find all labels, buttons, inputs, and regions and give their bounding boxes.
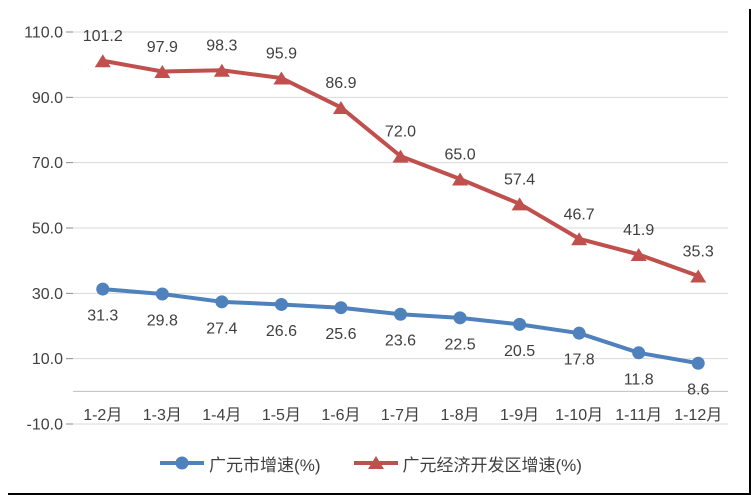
x-axis-label: 1-8月	[440, 407, 479, 424]
series-1-triangle-marker	[630, 247, 647, 261]
series-1-triangle-marker	[452, 172, 469, 186]
circle-marker-icon	[160, 456, 205, 470]
series-0-circle-marker	[96, 282, 110, 296]
series-1-data-label: 46.7	[564, 206, 595, 223]
series-1-triangle-marker	[332, 100, 349, 114]
drop-shadow-bottom	[8, 493, 751, 495]
series-1-triangle-marker	[213, 63, 230, 77]
series-0-data-label: 25.6	[325, 326, 356, 343]
series-0-circle-marker	[453, 311, 467, 325]
y-axis-label: 10.0	[32, 351, 63, 368]
series-0-circle-marker	[155, 287, 169, 301]
series-0-data-label: 11.8	[624, 371, 654, 388]
y-axis-label: 90.0	[32, 90, 63, 107]
x-axis-label: 1-6月	[321, 407, 360, 424]
series-1-triangle-marker	[571, 232, 588, 246]
series-0-circle-marker	[513, 317, 527, 331]
x-axis-label: 1-11月	[615, 407, 662, 424]
series-1-triangle-marker	[690, 269, 707, 283]
legend-label: 广元市增速(%)	[209, 455, 321, 475]
series-1-triangle-marker	[511, 197, 528, 211]
chart-legend: 广元市增速(%) 广元经济开发区增速(%)	[0, 451, 741, 475]
x-axis-label: 1-2月	[83, 407, 122, 424]
x-axis-label: 1-10月	[555, 407, 603, 424]
series-0-data-label: 8.6	[687, 382, 709, 399]
series-1-data-label: 97.9	[147, 39, 178, 56]
series-1-triangle-marker	[154, 65, 171, 79]
series-0-data-label: 27.4	[206, 320, 237, 337]
series-0-circle-marker	[334, 301, 348, 315]
triangle-marker-icon	[353, 456, 398, 469]
series-1-data-label: 86.9	[325, 75, 356, 92]
series-0-circle-marker	[632, 346, 646, 360]
series-0-data-label: 20.5	[504, 343, 535, 360]
series-1-data-label: 35.3	[683, 244, 714, 261]
drop-shadow-right	[749, 9, 751, 495]
series-0-circle-marker	[691, 356, 705, 370]
series-1-data-label: 72.0	[385, 124, 416, 141]
series-1-data-label: 101.2	[83, 28, 123, 45]
series-0-data-label: 29.8	[147, 312, 178, 329]
x-axis-label: 1-4月	[202, 407, 241, 424]
series-0-data-label: 26.6	[266, 323, 297, 340]
series-1-line	[100, 58, 701, 279]
series-1-data-label: 65.0	[444, 147, 475, 164]
y-axis-label: 70.0	[32, 155, 63, 172]
series-1-data-label: 95.9	[266, 46, 297, 63]
series-0-data-label: 17.8	[564, 352, 595, 369]
series-1-triangle-marker	[392, 149, 409, 163]
series-0-data-label: 31.3	[87, 308, 118, 325]
y-axis-label: -10.0	[27, 417, 64, 434]
x-axis-label: 1-12月	[674, 407, 722, 424]
legend-item-0: 广元市增速(%)	[159, 451, 321, 476]
series-0-circle-marker	[394, 307, 407, 321]
x-axis-label: 1-5月	[262, 407, 301, 424]
series-1-triangle-marker	[273, 71, 290, 85]
y-axis-label: 110.0	[24, 25, 63, 42]
y-axis-label: 30.0	[32, 286, 63, 303]
series-0-circle-marker	[215, 295, 229, 309]
x-axis-label: 1-7月	[381, 407, 420, 424]
legend-item-1: 广元经济开发区增速(%)	[353, 451, 582, 476]
series-0-circle-marker	[572, 326, 586, 340]
series-1-data-label: 57.4	[504, 171, 535, 188]
x-axis-label: 1-3月	[143, 407, 182, 424]
x-axis-label: 1-9月	[500, 407, 539, 424]
series-0-data-label: 22.5	[444, 336, 475, 353]
series-1-data-label: 98.3	[206, 38, 237, 55]
legend-label: 广元经济开发区增速(%)	[402, 455, 582, 475]
y-axis-label: 50.0	[32, 221, 63, 238]
series-0-data-label: 23.6	[385, 333, 416, 350]
series-1-data-label: 41.9	[623, 222, 654, 239]
series-0-circle-marker	[274, 297, 288, 311]
series-0-line	[100, 287, 701, 366]
series-1-triangle-marker	[94, 54, 111, 68]
